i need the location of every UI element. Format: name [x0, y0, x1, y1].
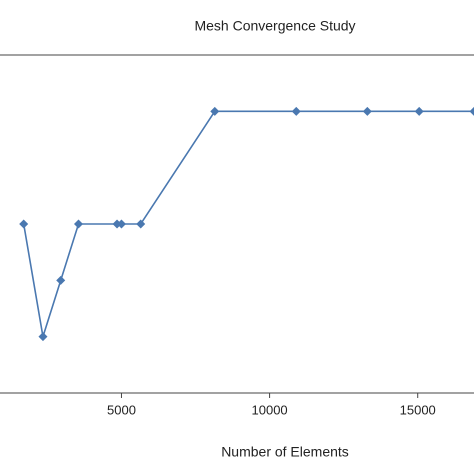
x-tick-label: 10000: [252, 402, 288, 417]
x-tick-label: 15000: [400, 402, 436, 417]
marker: [210, 106, 220, 116]
line: [22, 110, 474, 337]
chart-title: Mesh Convergence Study: [194, 18, 355, 34]
marker: [136, 219, 146, 229]
marker: [74, 219, 84, 229]
marker: [291, 106, 301, 116]
x-axis-label: Number of Elements: [221, 444, 349, 460]
x-tick-label: 5000: [107, 402, 136, 417]
marker: [56, 275, 66, 285]
marker: [469, 106, 474, 116]
marker: [116, 219, 126, 229]
marker: [362, 106, 372, 116]
marker: [38, 332, 48, 342]
marker: [19, 219, 29, 229]
plot-area: [19, 106, 474, 342]
marker: [414, 106, 424, 116]
